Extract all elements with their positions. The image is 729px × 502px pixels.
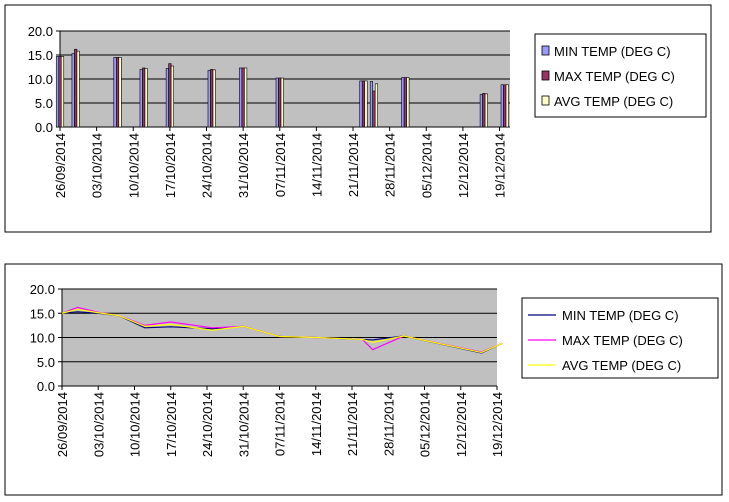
bar bbox=[484, 93, 488, 128]
bar bbox=[76, 50, 80, 128]
bar bbox=[372, 90, 376, 128]
bar bbox=[359, 80, 363, 128]
legend-label: MAX TEMP (DEG C) bbox=[554, 69, 675, 84]
bar bbox=[364, 80, 368, 128]
bar bbox=[116, 57, 120, 128]
x-tick-label: 17/10/2014 bbox=[163, 133, 178, 198]
bar bbox=[207, 70, 211, 128]
bar bbox=[118, 57, 122, 128]
legend-label: AVG TEMP (DEG C) bbox=[554, 94, 673, 109]
legend-swatch bbox=[541, 95, 550, 106]
legend-swatch bbox=[541, 45, 550, 56]
bar bbox=[401, 77, 405, 128]
bar bbox=[74, 48, 78, 128]
y-tick-label: 20.0 bbox=[28, 24, 53, 39]
y-tick-label: 15.0 bbox=[30, 306, 55, 321]
x-tick-label: 19/12/2014 bbox=[490, 392, 505, 457]
x-tick-label: 31/10/2014 bbox=[236, 392, 251, 457]
bar bbox=[170, 65, 174, 128]
bar bbox=[275, 77, 279, 128]
legend-label: MAX TEMP (DEG C) bbox=[562, 333, 683, 348]
bar bbox=[482, 93, 486, 128]
x-tick-label: 05/12/2014 bbox=[418, 392, 433, 457]
legend-label: MIN TEMP (DEG C) bbox=[562, 308, 679, 323]
bar bbox=[58, 56, 62, 128]
x-tick-label: 10/10/2014 bbox=[128, 392, 143, 457]
bar bbox=[60, 56, 65, 128]
x-tick-label: 12/12/2014 bbox=[454, 392, 469, 457]
legend-label: AVG TEMP (DEG C) bbox=[562, 358, 681, 373]
bar bbox=[280, 77, 284, 128]
x-tick-label: 28/11/2014 bbox=[383, 133, 398, 197]
bar bbox=[406, 77, 410, 128]
bar bbox=[210, 69, 214, 128]
y-tick-label: 10.0 bbox=[28, 72, 53, 87]
bar bbox=[71, 53, 75, 128]
x-tick-label: 28/11/2014 bbox=[381, 392, 396, 456]
x-tick-label: 12/12/2014 bbox=[456, 133, 471, 198]
legend-swatch bbox=[541, 70, 550, 81]
bar bbox=[500, 84, 504, 128]
bar bbox=[403, 77, 407, 128]
bar bbox=[139, 69, 143, 128]
bar bbox=[505, 84, 509, 128]
y-tick-label: 5.0 bbox=[37, 355, 55, 370]
bar bbox=[165, 68, 169, 128]
x-tick-label: 03/10/2014 bbox=[91, 392, 106, 457]
y-tick-label: 5.0 bbox=[35, 96, 53, 111]
bar bbox=[374, 83, 379, 128]
bar bbox=[369, 81, 374, 128]
y-tick-label: 0.0 bbox=[37, 379, 55, 394]
legend-box bbox=[534, 33, 707, 118]
bar bbox=[55, 56, 60, 128]
bar bbox=[212, 69, 216, 128]
legend-label: MIN TEMP (DEG C) bbox=[554, 44, 671, 59]
series-line bbox=[61, 308, 503, 354]
bar bbox=[361, 80, 366, 128]
bar bbox=[144, 68, 148, 128]
x-tick-label: 05/12/2014 bbox=[419, 133, 434, 198]
x-tick-label: 14/11/2014 bbox=[309, 392, 324, 456]
bar bbox=[113, 57, 117, 128]
x-tick-label: 07/11/2014 bbox=[273, 133, 288, 197]
bar bbox=[239, 67, 243, 128]
x-tick-label: 24/10/2014 bbox=[200, 392, 215, 457]
x-tick-label: 21/11/2014 bbox=[345, 392, 360, 456]
x-tick-label: 26/09/2014 bbox=[53, 133, 68, 198]
y-tick-label: 15.0 bbox=[28, 48, 53, 63]
bar bbox=[278, 77, 282, 128]
x-tick-label: 14/11/2014 bbox=[309, 133, 324, 197]
x-tick-label: 07/11/2014 bbox=[273, 392, 288, 456]
y-tick-label: 20.0 bbox=[30, 282, 55, 297]
bar bbox=[241, 67, 245, 128]
x-tick-label: 03/10/2014 bbox=[90, 133, 105, 198]
x-tick-label: 17/10/2014 bbox=[164, 392, 179, 457]
x-tick-label: 31/10/2014 bbox=[236, 133, 251, 198]
bar bbox=[142, 67, 146, 128]
x-tick-label: 24/10/2014 bbox=[200, 133, 215, 198]
x-tick-label: 21/11/2014 bbox=[346, 133, 361, 197]
bar bbox=[479, 94, 483, 128]
x-tick-label: 10/10/2014 bbox=[126, 133, 141, 198]
x-tick-label: 19/12/2014 bbox=[493, 133, 508, 198]
y-tick-label: 0.0 bbox=[35, 120, 53, 135]
y-tick-label: 10.0 bbox=[30, 331, 55, 346]
x-tick-label: 26/09/2014 bbox=[55, 392, 70, 457]
bar bbox=[503, 84, 507, 128]
bar bbox=[244, 67, 248, 128]
bar bbox=[168, 63, 172, 128]
